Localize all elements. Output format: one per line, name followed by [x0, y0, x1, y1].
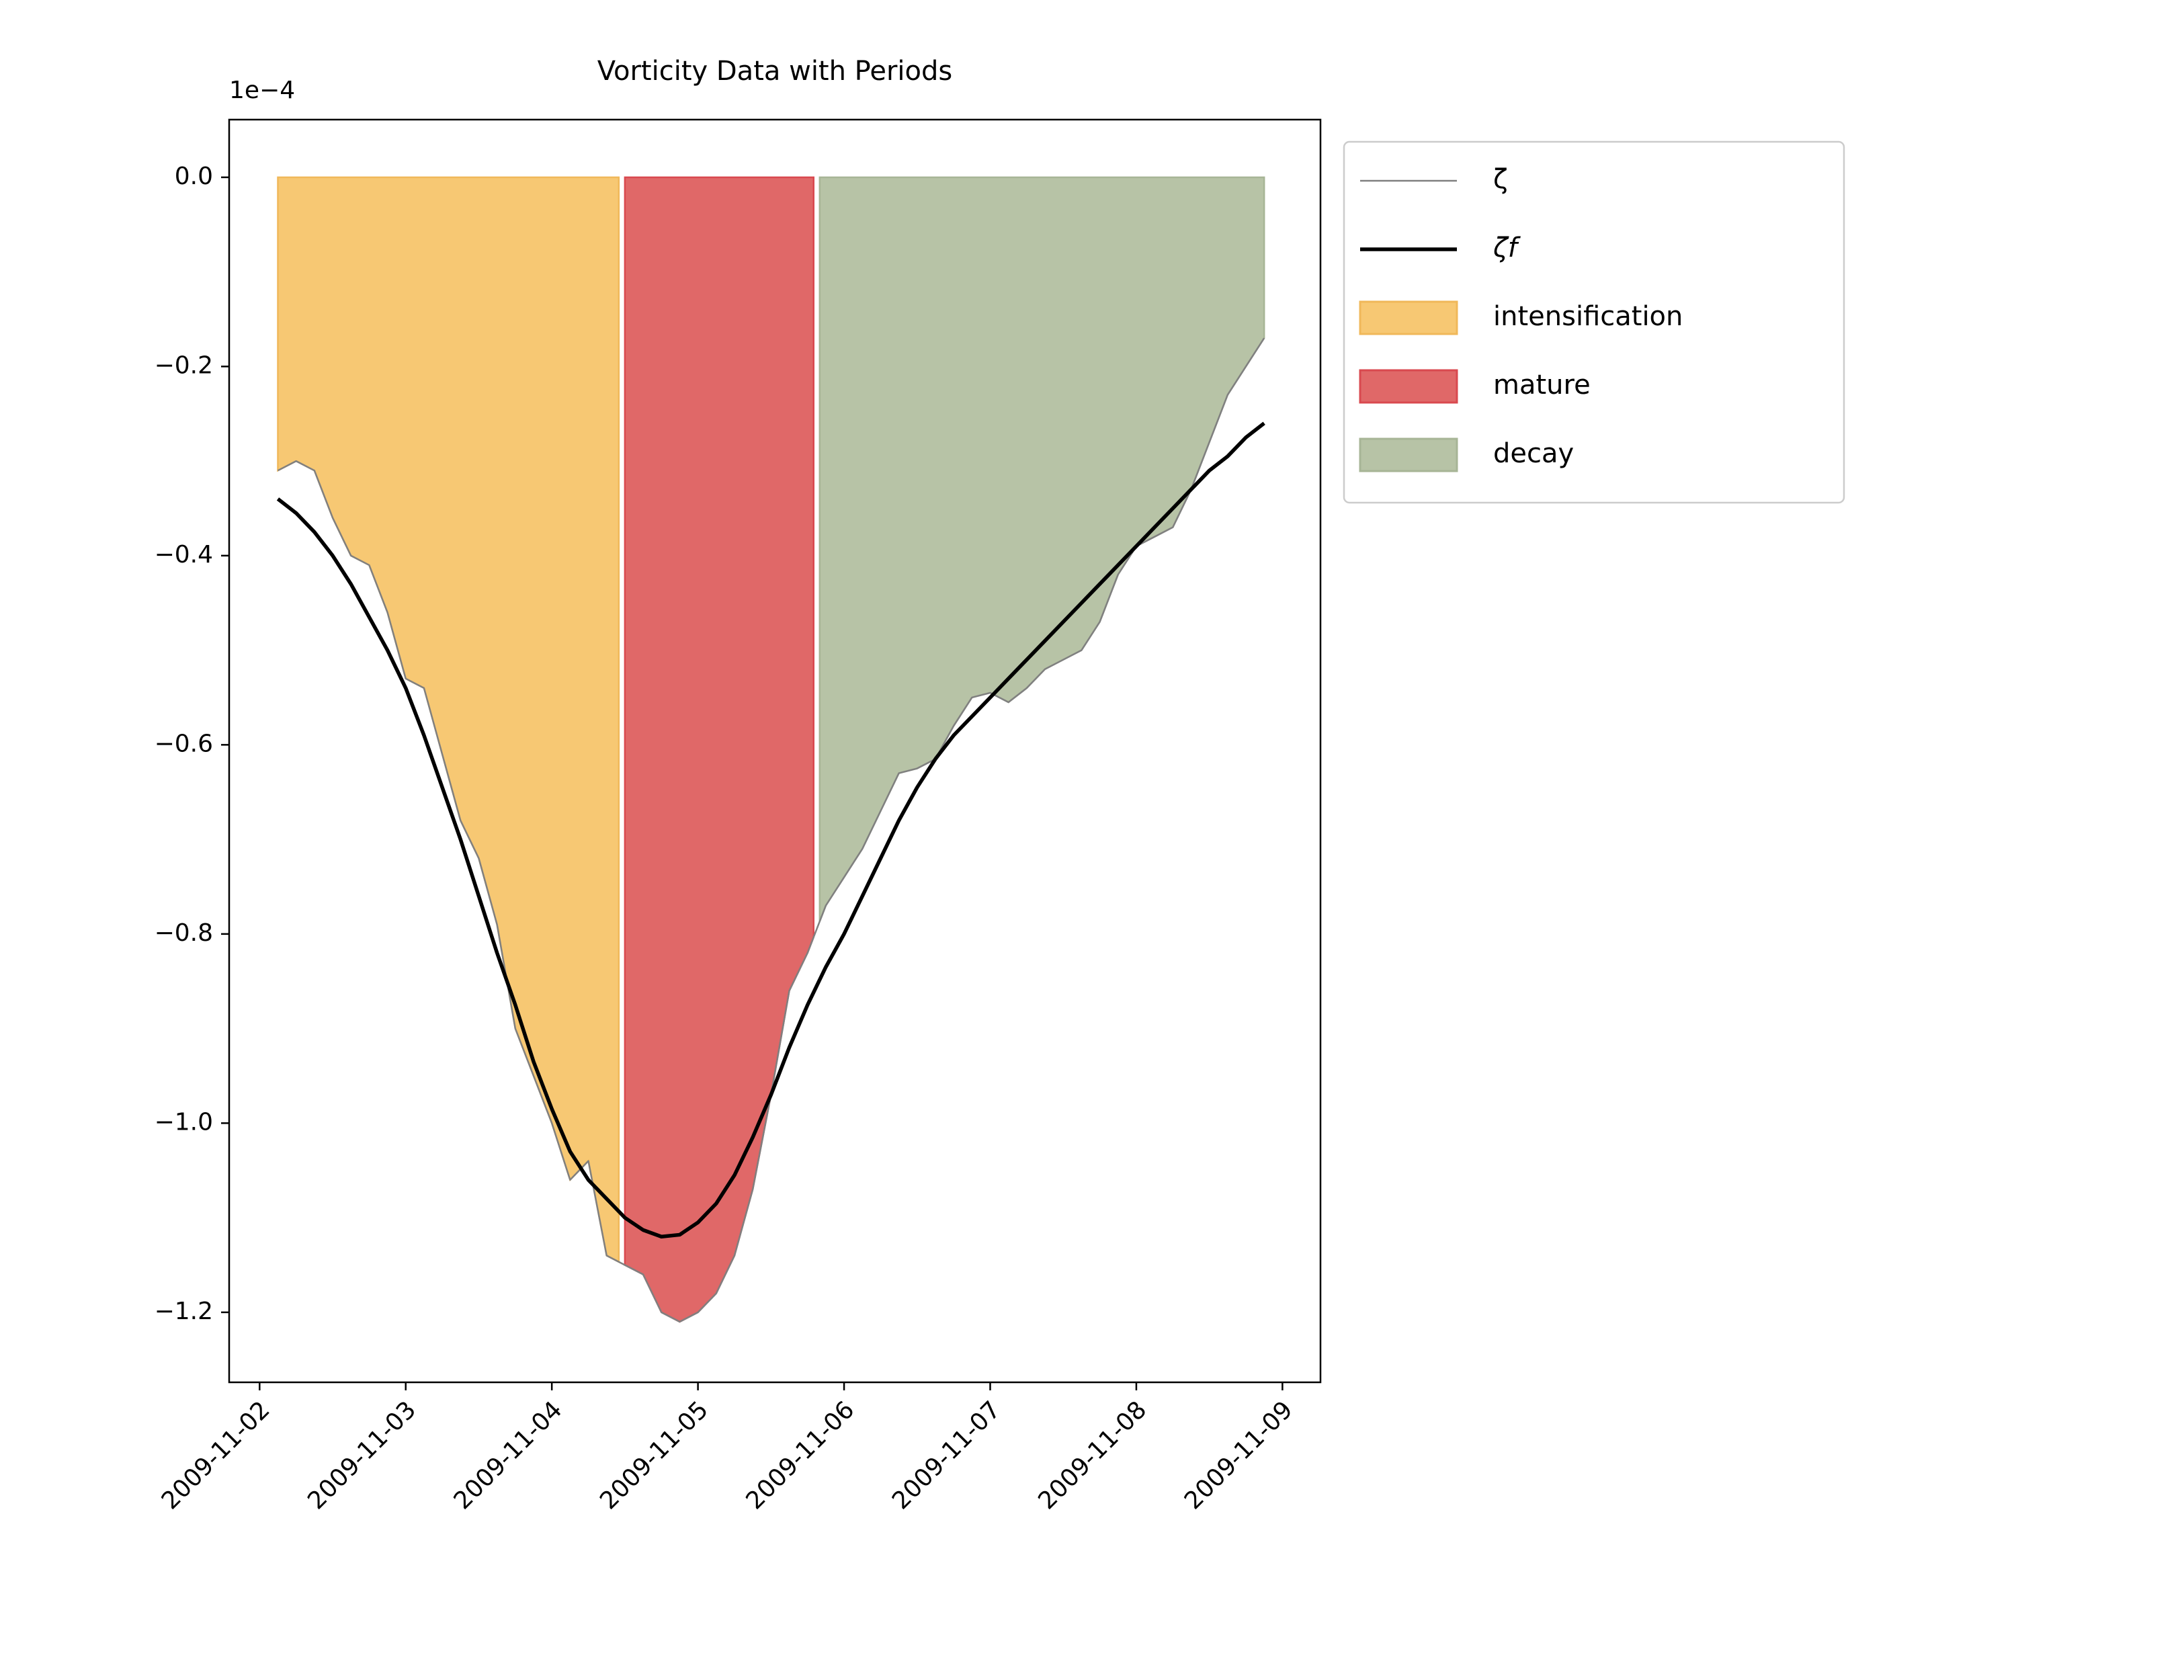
y-tick-label: −0.8 [155, 919, 213, 947]
legend-label: ζ [1493, 164, 1508, 195]
legend-frame [1343, 140, 1845, 504]
chart-title: Vorticity Data with Periods [597, 56, 953, 87]
y-tick-label: −1.2 [155, 1298, 213, 1325]
period-area [818, 176, 1265, 922]
legend-patch [1359, 369, 1458, 404]
x-tick-label: 2009-11-07 [887, 1396, 1006, 1515]
y-tick-label: −0.2 [155, 351, 213, 379]
legend-label: decay [1493, 438, 1574, 469]
x-tick-label: 2009-11-05 [595, 1396, 714, 1515]
period-area [277, 176, 620, 1263]
period-area [624, 176, 815, 1323]
y-tick-label: 0.0 [175, 163, 213, 190]
x-tick-label: 2009-11-09 [1179, 1396, 1298, 1515]
y-tick-label: −0.4 [155, 541, 213, 569]
series-line [276, 421, 1265, 1238]
y-tick-label: −1.0 [155, 1108, 213, 1136]
x-tick-label: 2009-11-03 [302, 1396, 421, 1515]
legend-patch [1359, 437, 1458, 472]
legend: ζ ζf intensification mature decay [1343, 140, 1845, 504]
legend-label: ζf [1493, 233, 1521, 263]
y-tick-label: −0.6 [155, 730, 213, 757]
x-tick-label: 2009-11-02 [157, 1396, 276, 1515]
x-tick-label: 2009-11-04 [449, 1396, 568, 1515]
x-tick-label: 2009-11-08 [1033, 1396, 1152, 1515]
plot-frame [228, 118, 1322, 1384]
offset-label: 1e−4 [229, 77, 295, 104]
legend-label: mature [1493, 370, 1591, 401]
legend-label: intensification [1493, 301, 1683, 332]
legend-patch [1359, 300, 1458, 335]
x-tick-label: 2009-11-06 [741, 1396, 860, 1515]
